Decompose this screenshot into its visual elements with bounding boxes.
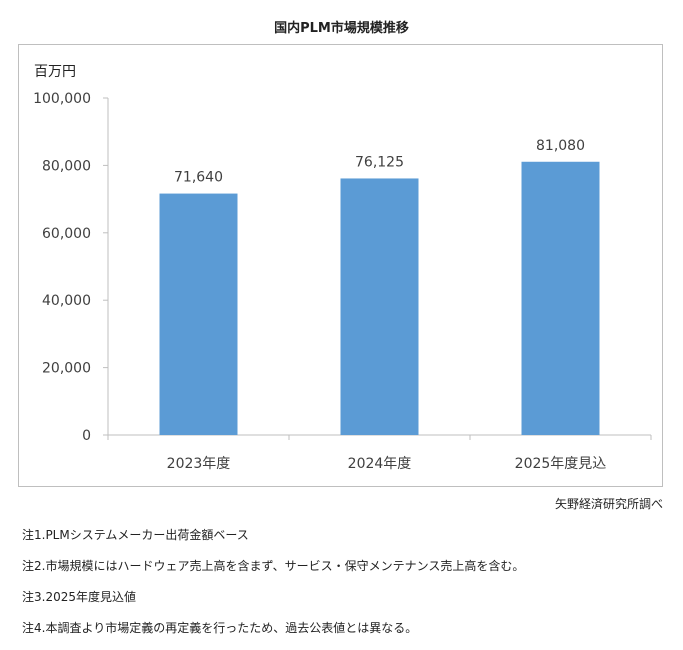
x-tick-label: 2025年度見込	[515, 456, 607, 472]
data-label: 76,125	[355, 154, 404, 170]
y-axis-unit-label: 百万円	[34, 64, 76, 80]
bar	[159, 193, 238, 435]
x-tick-label: 2023年度	[167, 456, 231, 472]
y-tick-label: 40,000	[42, 293, 91, 309]
notes-list: 注1.PLMシステムメーカー出荷金額ベース 注2.市場規模にはハードウェア売上高…	[22, 526, 524, 650]
y-tick-label: 20,000	[42, 361, 91, 377]
note-item: 注2.市場規模にはハードウェア売上高を含まず、サービス・保守メンテナンス売上高を…	[22, 559, 525, 573]
bar	[521, 161, 600, 435]
x-tick-label: 2024年度	[348, 456, 412, 472]
chart-title: 国内PLM市場規模推移	[274, 21, 409, 36]
bar-chart: 百万円 0 20,000 40,000 60,000 80,000 100,000 71,64…	[33, 64, 652, 472]
y-tick-label: 0	[82, 428, 91, 444]
data-label: 81,080	[536, 138, 585, 154]
y-tick-label: 100,000	[33, 91, 91, 107]
note-item: 注3.2025年度見込値	[22, 590, 136, 604]
note-item: 注4.本調査より市場定義の再定義を行ったため、過去公表値とは異なる。	[22, 621, 418, 635]
y-tick-label: 60,000	[42, 226, 91, 242]
data-label: 71,640	[174, 170, 223, 186]
source-credit: 矢野経済研究所調べ	[554, 497, 663, 511]
y-tick-label: 80,000	[42, 158, 91, 174]
bar	[340, 178, 419, 436]
chart-area: 百万円 0 20,000 40,000 60,000 80,000 100,000 71,64…	[18, 44, 663, 487]
note-item: 注1.PLMシステムメーカー出荷金額ベース	[22, 528, 249, 542]
